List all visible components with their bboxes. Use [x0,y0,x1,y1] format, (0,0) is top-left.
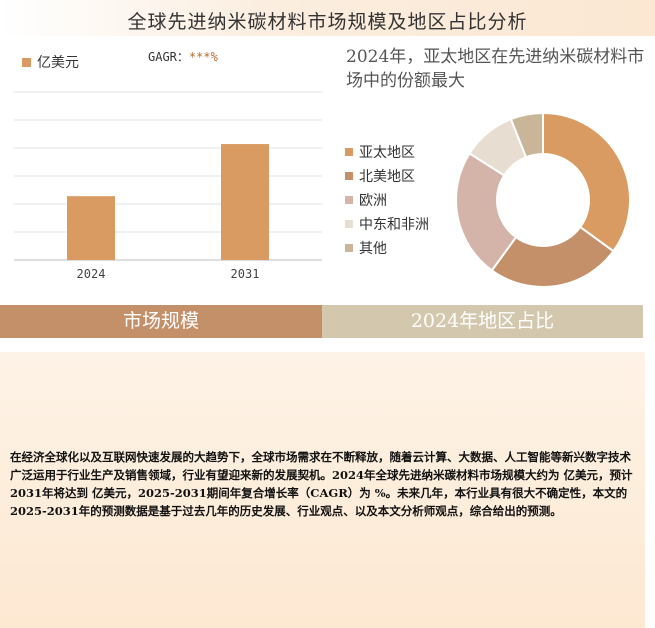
pie-legend-swatch [345,196,353,204]
pie-legend-item: 其他 [345,236,429,260]
pie-legend-swatch [345,148,353,156]
pie-legend-item: 中东和非洲 [345,212,429,236]
cagr-value: ***% [188,50,218,64]
region-share-band: 2024年地区占比 [322,305,643,338]
page-title: 全球先进纳米碳材料市场规模及地区占比分析 [127,11,528,33]
summary-panel: 在经济全球化以及互联网快速发展的大趋势下，全球市场需求在不断释放，随着云计算、大… [0,352,645,628]
bar-tick-label: 2024 [77,267,106,281]
pie-legend-label: 欧洲 [359,193,387,209]
pie-title: 2024年，亚太地区在先进纳米碳材料市场中的份额最大 [346,47,645,91]
donut-slice-0 [542,111,631,253]
pie-legend: 亚太地区北美地区欧洲中东和非洲其他 [345,140,429,260]
pie-legend-item: 欧洲 [345,188,429,212]
donut-slices [455,111,631,288]
pie-legend-swatch [345,172,353,180]
bar-tick-label: 2031 [231,267,260,281]
donut-chart [455,111,631,288]
bar-legend-swatch [22,57,31,67]
bar-chart: 2024 2031 [14,91,322,281]
title-band [0,0,655,36]
bar-2024 [67,196,115,260]
pie-legend-label: 亚太地区 [359,145,415,161]
pie-legend-label: 其他 [359,241,387,257]
pie-legend-swatch [345,220,353,228]
cagr-prefix: GAGR： [148,50,189,64]
bar-tick-labels: 2024 2031 [77,267,260,281]
pie-legend-label: 中东和非洲 [359,217,429,233]
pie-legend-label: 北美地区 [359,169,415,185]
summary-text: 在经济全球化以及互联网快速发展的大趋势下，全球市场需求在不断释放，随着云计算、大… [10,450,633,518]
bar-legend: 亿美元 [22,52,79,72]
donut-slice-4 [509,111,544,159]
bar-2031 [221,144,269,260]
pie-legend-item: 亚太地区 [345,140,429,164]
cagr-label: GAGR：***% [148,48,218,65]
pie-legend-item: 北美地区 [345,164,429,188]
market-size-band: 市场规模 [0,305,322,338]
bar-gridlines [14,91,322,261]
bar-marks [67,144,269,260]
donut-slice-1 [490,225,615,288]
bar-legend-label: 亿美元 [37,55,79,71]
pie-legend-swatch [345,244,353,252]
